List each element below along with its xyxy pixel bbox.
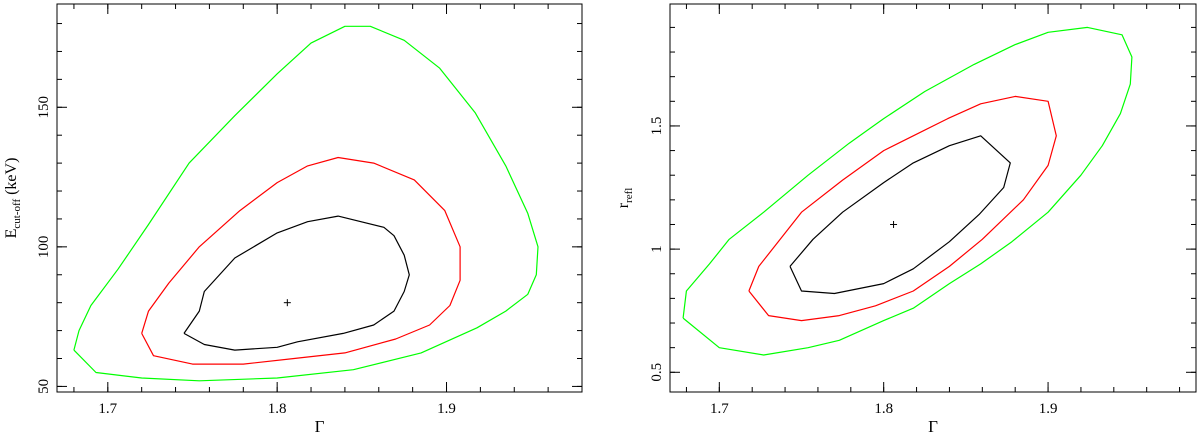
y-tick-label: 150 (36, 96, 52, 119)
x-tick-label: 1.7 (710, 401, 729, 417)
y-axis-label: rrefl (615, 188, 635, 209)
y-axis-label-unit: (keV) (3, 158, 20, 199)
x-tick-label: 1.7 (98, 401, 117, 417)
panel-1: 1.7 1.8 1.9 50 100 150 Γ Ecut-off (keV) (3, 3, 583, 436)
y-axis-label: Ecut-off (keV) (3, 158, 23, 239)
best-fit-marker (890, 220, 898, 228)
y-axis-label-subscript: refl (623, 188, 635, 203)
plot-frame (669, 3, 1197, 393)
y-tick-label: 50 (36, 379, 52, 394)
contour-outer (682, 26, 1133, 356)
y-tick-label: 1.5 (649, 117, 665, 136)
x-axis-label: Γ (928, 417, 938, 436)
x-tick-label: 1.8 (874, 401, 893, 417)
x-axis-label: Γ (315, 417, 325, 436)
y-tick-label: 100 (36, 236, 52, 259)
contour-inner (789, 135, 1011, 295)
y-axis-label-subscript: cut-off (11, 199, 23, 229)
x-tick-label: 1.9 (1039, 401, 1058, 417)
contour-middle (141, 156, 461, 365)
y-axis-label-main: E (3, 229, 20, 239)
y-axis-label-main: r (615, 202, 632, 208)
x-tick-label: 1.8 (268, 401, 287, 417)
y-tick-label: 0.5 (649, 363, 665, 382)
contour-inner (183, 215, 410, 351)
contour-outer (73, 25, 539, 382)
best-fit-marker (283, 299, 291, 307)
contour-middle (748, 95, 1057, 322)
y-tick-label: 1 (649, 245, 665, 253)
plot-frame (56, 3, 583, 393)
x-tick-label: 1.9 (437, 401, 456, 417)
